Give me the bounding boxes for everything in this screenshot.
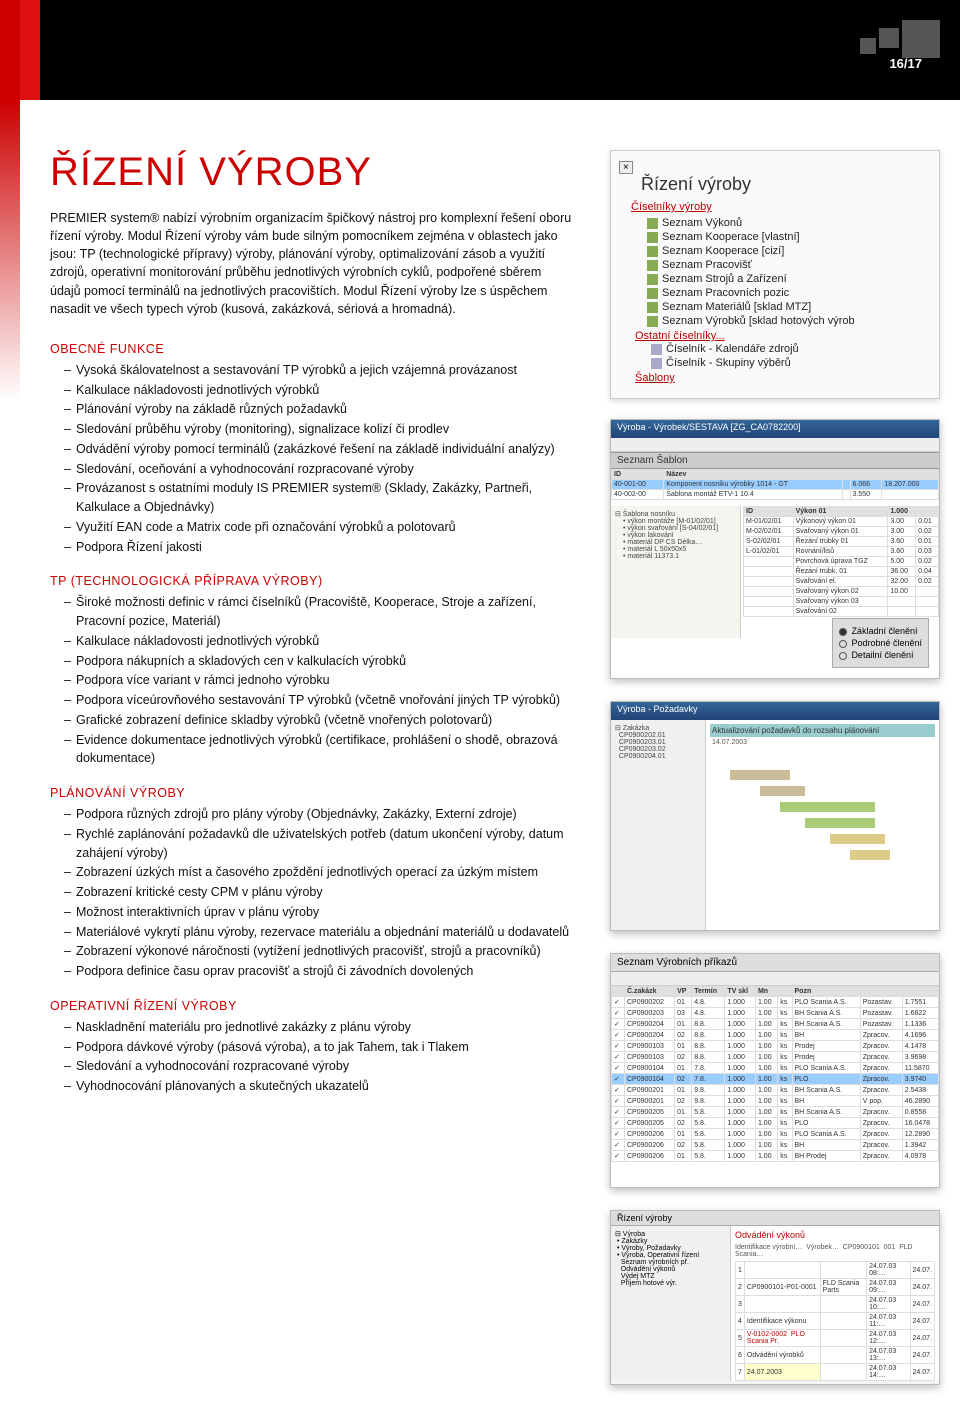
list-item: Rychlé zaplánování požadavků dle uživate…: [64, 825, 575, 863]
list-item: Podpora různých zdrojů pro plány výroby …: [64, 805, 575, 824]
radio-group-cleneni[interactable]: Základní členění Podrobné členění Detail…: [832, 618, 929, 668]
tree-item[interactable]: Seznam Kooperace [vlastní]: [647, 230, 931, 244]
list-item: Zobrazení výkonové náročnosti (vytížení …: [64, 942, 575, 961]
list-item: Plánování výroby na základě různých poža…: [64, 400, 575, 419]
header-bar: 16/17: [0, 0, 960, 100]
list-item: Podpora definice času oprav pracovišť a …: [64, 962, 575, 981]
list-item: Odvádění výroby pomocí terminálů (zakázk…: [64, 440, 575, 459]
intro-paragraph: PREMIER system® nabízí výrobním organiza…: [50, 209, 575, 318]
screenshot-odvadeni: Řízení výroby ⊟ Výroba • Zakázky • Výrob…: [610, 1210, 940, 1385]
list-item: Podpora dávkové výroby (pásová výroba), …: [64, 1038, 575, 1057]
gear-icon: [647, 218, 658, 229]
list-item: Podpora víceúrovňového sestavování TP vý…: [64, 691, 575, 710]
doc-icon: [651, 344, 662, 355]
data-grid[interactable]: Č.zakázkVPTermínTV sklMnPozn ✓CP09002020…: [611, 986, 939, 1162]
list-item: Možnost interaktivních úprav v plánu výr…: [64, 903, 575, 922]
main-content: ŘÍZENÍ VÝROBY PREMIER system® nabízí výr…: [50, 150, 575, 1097]
list-item: Sledování průběhu výroby (monitoring), s…: [64, 420, 575, 439]
tree-subitem[interactable]: Číselník - Skupiny výběrů: [651, 356, 931, 370]
toolbar: [611, 438, 939, 452]
list-item: Naskladnění materiálu pro jednotlivé zak…: [64, 1018, 575, 1037]
section-body-obecne: Vysoká škálovatelnost a sestavování TP v…: [50, 361, 575, 557]
list-item: Grafické zobrazení definice skladby výro…: [64, 711, 575, 730]
list-item: Kalkulace nákladovosti jednotlivých výro…: [64, 632, 575, 651]
list-item: Kalkulace nákladovosti jednotlivých výro…: [64, 381, 575, 400]
gear-icon: [647, 260, 658, 271]
list-item: Vysoká škálovatelnost a sestavování TP v…: [64, 361, 575, 380]
gantt-chart: [710, 748, 935, 884]
list-item: Evidence dokumentace jednotlivých výrobk…: [64, 731, 575, 769]
radio-detailni[interactable]: [839, 652, 847, 660]
screenshot-vyrobni-prikazy: Seznam Výrobních příkazů Č.zakázkVPTermí…: [610, 953, 940, 1188]
list-item: Provázanost s ostatními moduly IS PREMIE…: [64, 479, 575, 517]
window-titlebar: Výroba - Výrobek/SESTAVA [ZG_CA0782200]: [611, 420, 939, 438]
list-item: Sledování, oceňování a vyhodnocování roz…: [64, 460, 575, 479]
tree-item[interactable]: Seznam Pracovišť: [647, 258, 931, 272]
toolbar: [611, 972, 939, 986]
gear-icon: [647, 274, 658, 285]
tree-item[interactable]: Seznam Kooperace [cizí]: [647, 244, 931, 258]
list-item: Podpora nákupních a skladových cen v kal…: [64, 652, 575, 671]
subpanel-title: Odvádění výkonů: [735, 1230, 935, 1240]
tree-root[interactable]: Číselníky výroby: [631, 201, 931, 213]
red-strip: [0, 0, 20, 1358]
section-body-planovani: Podpora různých zdrojů pro plány výroby …: [50, 805, 575, 981]
list-item: Zobrazení úzkých míst a časového zpožděn…: [64, 863, 575, 882]
list-item: Vyhodnocování plánovaných a skutečných u…: [64, 1077, 575, 1096]
tree-item[interactable]: Seznam Strojů a Zařízení: [647, 272, 931, 286]
page-number: 16/17: [889, 56, 922, 71]
list-item: Zobrazení kritické cesty CPM v plánu výr…: [64, 883, 575, 902]
page: 16/17 ŘÍZENÍ VÝROBY PREMIER system® nabí…: [0, 0, 960, 1358]
radio-podrobne[interactable]: [839, 640, 847, 648]
list-item: Sledování a vyhodnocování rozpracované v…: [64, 1057, 575, 1076]
gear-icon: [647, 288, 658, 299]
screenshot-pozadavky: Výroba - Požadavky ⊟ Zakázka CP0900202.0…: [610, 701, 940, 931]
tree-subitem[interactable]: Číselník - Kalendáře zdrojů: [651, 342, 931, 356]
section-title-planovani: PLÁNOVÁNÍ VÝROBY: [50, 786, 575, 800]
tree-subpanel: ⊟ Šablona nosníku • výkon montáže [M-01/…: [611, 506, 741, 638]
tree-item[interactable]: Seznam Výkonů: [647, 216, 931, 230]
tree-item[interactable]: Seznam Výrobků [sklad hotových výrob: [647, 314, 931, 328]
gear-icon: [647, 246, 658, 257]
screenshot-seznam-sablon: Výroba - Výrobek/SESTAVA [ZG_CA0782200] …: [610, 419, 940, 679]
tree-view-panel: × Řízení výroby Číselníky výroby Seznam …: [610, 150, 940, 399]
doc-icon: [651, 358, 662, 369]
data-grid[interactable]: IDNázev 40-001-00Komponent nosníku výrob…: [611, 469, 939, 500]
gear-icon: [647, 302, 658, 313]
gantt-header: Aktualizování požadavků do rozsahu pláno…: [710, 724, 935, 737]
section-body-tp: Široké možnosti definic v rámci číselník…: [50, 593, 575, 768]
page-title: ŘÍZENÍ VÝROBY: [50, 150, 575, 195]
tab-label[interactable]: Seznam Šablon: [611, 452, 939, 469]
gear-icon: [647, 232, 658, 243]
list-item: Podpora více variant v rámci jednoho výr…: [64, 671, 575, 690]
radio-zakladni[interactable]: [839, 628, 847, 636]
window-titlebar: Výroba - Požadavky: [611, 702, 939, 720]
side-screenshots: × Řízení výroby Číselníky výroby Seznam …: [610, 150, 940, 1407]
list-item: Využití EAN code a Matrix code při označ…: [64, 518, 575, 537]
list-item: Podpora Řízení jakosti: [64, 538, 575, 557]
panel-title: Řízení výroby: [611, 1211, 939, 1226]
list-item: Široké možnosti definic v rámci číselník…: [64, 593, 575, 631]
filter-row: Identifikace výrobní… Výrobek… CP0900101…: [735, 1244, 935, 1258]
detail-grid[interactable]: 124.07.03 08:…24.07. 2CP0900101-P01-0001…: [735, 1261, 935, 1381]
tree-panel-title: Řízení výroby: [641, 174, 931, 195]
close-icon[interactable]: ×: [619, 161, 633, 174]
tree-subroot[interactable]: Ostatní číselníky...: [635, 330, 931, 342]
list-item: Materiálové vykrytí plánu výroby, rezerv…: [64, 923, 575, 942]
section-title-obecne: OBECNÉ FUNKCE: [50, 342, 575, 356]
tree-sablony[interactable]: Šablony: [635, 372, 931, 384]
section-title-tp: TP (TECHNOLOGICKÁ PŘÍPRAVA VÝROBY): [50, 574, 575, 588]
panel-title: Seznam Výrobních příkazů: [611, 954, 939, 972]
tree-item[interactable]: Seznam Materiálů [sklad MTZ]: [647, 300, 931, 314]
tree-item[interactable]: Seznam Pracovních pozic: [647, 286, 931, 300]
sidebar-tree: ⊟ Zakázka CP0900202.01 CP0900203.01 CP09…: [611, 720, 706, 930]
section-title-operativni: OPERATIVNÍ ŘÍZENÍ VÝROBY: [50, 999, 575, 1013]
gear-icon: [647, 316, 658, 327]
section-body-operativni: Naskladnění materiálu pro jednotlivé zak…: [50, 1018, 575, 1096]
